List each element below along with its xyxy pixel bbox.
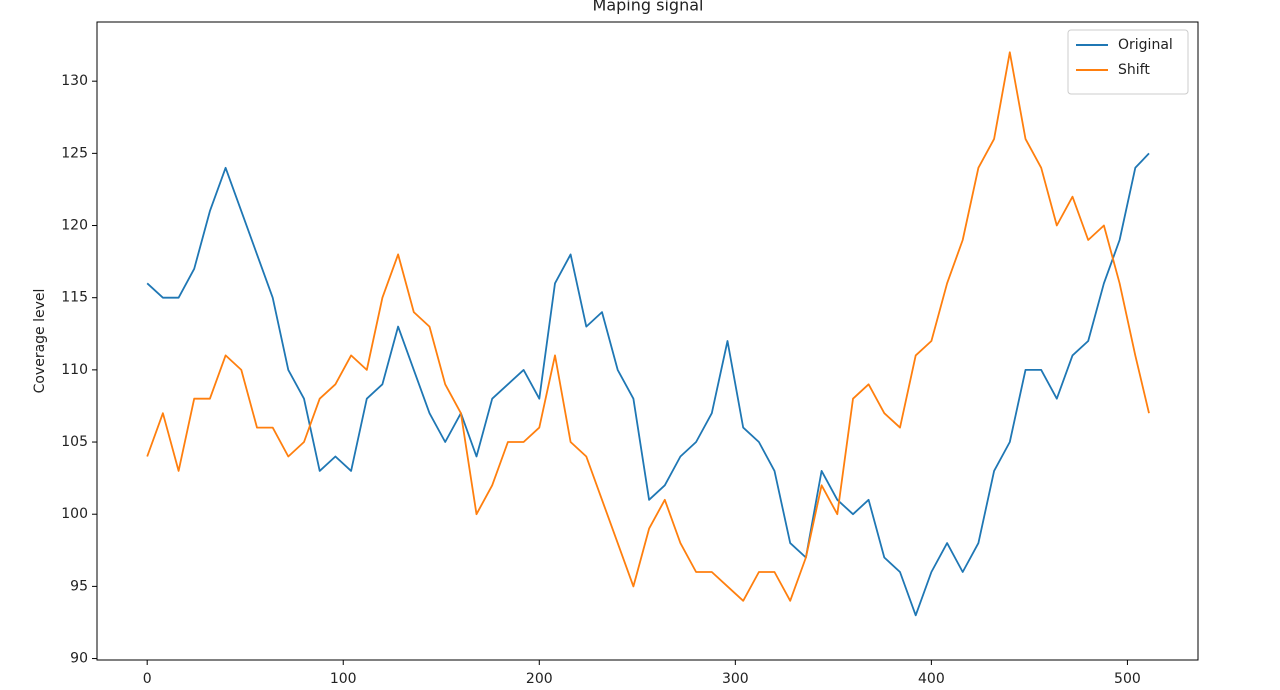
x-tick-label: 400 [918,671,945,687]
legend-label: Original [1118,37,1173,53]
chart-title: Maping signal [593,0,704,15]
y-axis-label: Coverage level [32,289,48,394]
legend-label: Shift [1118,62,1150,78]
x-tick-label: 300 [722,671,749,687]
y-tick-label: 115 [61,290,88,306]
line-series [146,51,1150,602]
x-tick-label: 500 [1114,671,1141,687]
y-tick-label: 95 [70,578,88,594]
x-tick-label: 0 [143,671,152,687]
line-series [146,152,1150,617]
y-tick-label: 125 [61,145,88,161]
y-tick-label: 120 [61,218,88,234]
y-tick-label: 130 [61,73,88,89]
y-tick-label: 105 [61,434,88,450]
y-tick-label: 90 [70,651,88,667]
x-tick-label: 200 [526,671,553,687]
x-tick-label: 100 [330,671,357,687]
axes-frame [96,21,1199,661]
y-tick-label: 100 [61,506,88,522]
y-tick-label: 110 [61,362,88,378]
